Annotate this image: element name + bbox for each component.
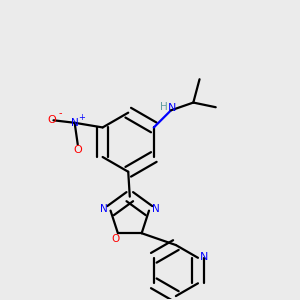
Text: N: N <box>71 118 79 128</box>
Text: H: H <box>160 102 168 112</box>
Text: -: - <box>58 109 62 118</box>
Text: O: O <box>111 234 119 244</box>
Text: N: N <box>200 252 208 262</box>
Text: O: O <box>48 115 56 125</box>
Text: N: N <box>168 103 176 113</box>
Text: N: N <box>152 204 160 214</box>
Text: +: + <box>78 113 85 122</box>
Text: N: N <box>100 204 108 214</box>
Text: O: O <box>74 145 82 155</box>
